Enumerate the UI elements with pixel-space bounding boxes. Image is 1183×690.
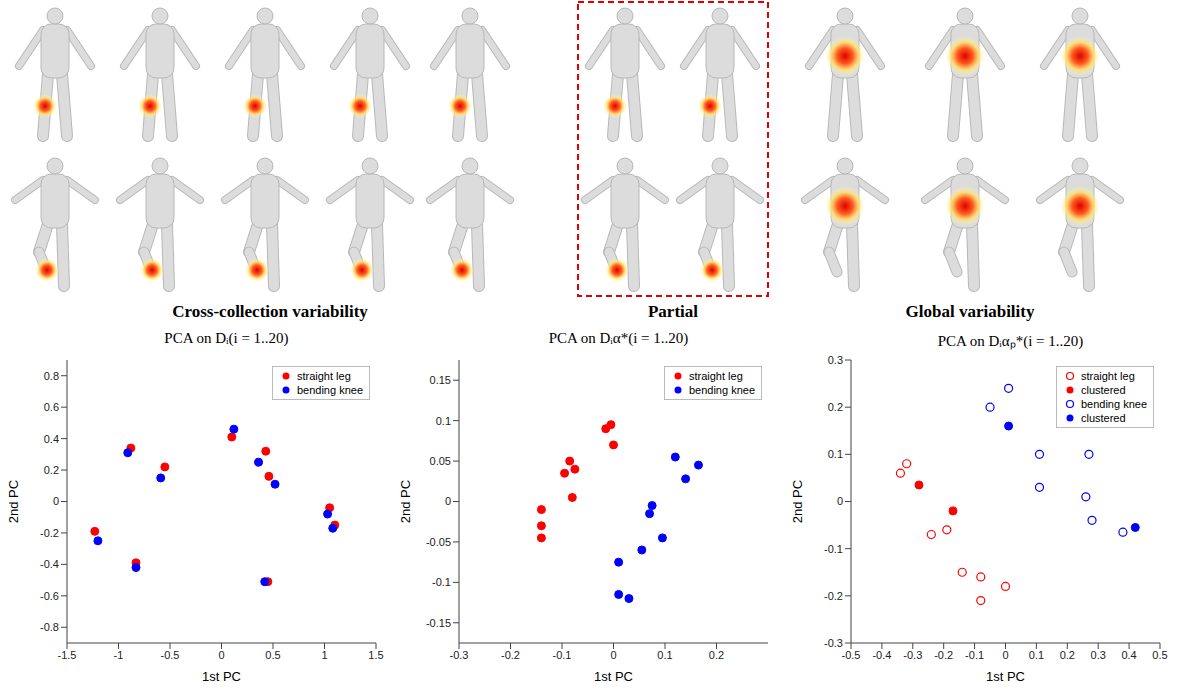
svg-text:0.8: 0.8 xyxy=(44,370,59,382)
svg-text:0.05: 0.05 xyxy=(430,455,451,467)
svg-text:0.2: 0.2 xyxy=(44,464,59,476)
svg-text:-0.15: -0.15 xyxy=(426,617,451,629)
svg-text:-0.5: -0.5 xyxy=(842,649,861,661)
html-text:bending knee: bending knee xyxy=(296,384,363,396)
svg-text:1st PC: 1st PC xyxy=(594,669,633,684)
svg-text:2nd PC: 2nd PC xyxy=(398,480,413,523)
html-text:clustered: clustered xyxy=(1080,412,1126,424)
html-text:bending knee: bending knee xyxy=(688,384,755,396)
html-text:straight leg: straight leg xyxy=(296,370,351,382)
svg-text:1.5: 1.5 xyxy=(368,649,383,661)
svg-text:0.5: 0.5 xyxy=(265,649,280,661)
svg-text:0.1: 0.1 xyxy=(828,448,843,460)
html-text:bending knee: bending knee xyxy=(1080,398,1147,410)
svg-text:0: 0 xyxy=(1002,649,1008,661)
svg-text:0.4: 0.4 xyxy=(1121,649,1136,661)
svg-text:0: 0 xyxy=(218,649,224,661)
svg-text:2nd PC: 2nd PC xyxy=(790,480,805,523)
svg-text:0.6: 0.6 xyxy=(44,401,59,413)
svg-text:0: 0 xyxy=(53,495,59,507)
svg-text:-0.2: -0.2 xyxy=(934,649,953,661)
svg-text:1: 1 xyxy=(321,649,327,661)
svg-text:2nd PC: 2nd PC xyxy=(6,480,21,523)
svg-text:-0.3: -0.3 xyxy=(903,649,922,661)
svg-text:-0.5: -0.5 xyxy=(161,649,180,661)
svg-text:-0.3: -0.3 xyxy=(450,649,469,661)
html-text:PCA on Dᵢα*(i = 1..20): PCA on Dᵢα*(i = 1..20) xyxy=(548,330,689,346)
svg-text:-1.5: -1.5 xyxy=(58,649,77,661)
svg-text:-1: -1 xyxy=(114,649,124,661)
svg-text:-0.1: -0.1 xyxy=(824,543,843,555)
svg-text:-0.2: -0.2 xyxy=(40,527,59,539)
svg-text:1st PC: 1st PC xyxy=(202,669,241,684)
svg-text:-0.3: -0.3 xyxy=(824,637,843,649)
svg-text:0.2: 0.2 xyxy=(1060,649,1075,661)
svg-text:0.2: 0.2 xyxy=(828,401,843,413)
svg-text:0: 0 xyxy=(610,649,616,661)
svg-text:0.15: 0.15 xyxy=(430,374,451,386)
svg-text:-0.1: -0.1 xyxy=(432,576,451,588)
html-text:PCA on Dᵢ(i = 1..20): PCA on Dᵢ(i = 1..20) xyxy=(164,330,289,346)
svg-text:-0.1: -0.1 xyxy=(553,649,572,661)
svg-text:0.5: 0.5 xyxy=(1152,649,1167,661)
html-text:Partial: Partial xyxy=(648,302,698,321)
svg-text:0: 0 xyxy=(837,495,843,507)
svg-text:-0.4: -0.4 xyxy=(40,558,59,570)
html-text:straight leg: straight leg xyxy=(688,370,743,382)
svg-text:-0.4: -0.4 xyxy=(872,649,891,661)
svg-text:0.3: 0.3 xyxy=(828,354,843,366)
svg-text:-0.05: -0.05 xyxy=(426,536,451,548)
svg-text:0: 0 xyxy=(445,495,451,507)
svg-text:-0.8: -0.8 xyxy=(40,621,59,633)
svg-text:1st PC: 1st PC xyxy=(986,669,1025,684)
svg-text:0.2: 0.2 xyxy=(709,649,724,661)
svg-text:0.1: 0.1 xyxy=(657,649,672,661)
svg-text:-0.2: -0.2 xyxy=(824,590,843,602)
html-text:Global variability: Global variability xyxy=(905,302,1035,321)
svg-text:-0.2: -0.2 xyxy=(501,649,520,661)
html-text:PCA on Dᵢαₚ*(i = 1..20): PCA on Dᵢαₚ*(i = 1..20) xyxy=(937,333,1084,349)
svg-text:0.4: 0.4 xyxy=(44,433,59,445)
svg-text:0.1: 0.1 xyxy=(1029,649,1044,661)
html-text:Cross-collection variability: Cross-collection variability xyxy=(172,302,368,321)
svg-text:0.1: 0.1 xyxy=(436,415,451,427)
svg-text:-0.1: -0.1 xyxy=(965,649,984,661)
svg-text:0.3: 0.3 xyxy=(1091,649,1106,661)
html-text:clustered: clustered xyxy=(1080,384,1126,396)
svg-text:-0.6: -0.6 xyxy=(40,590,59,602)
html-text:straight leg: straight leg xyxy=(1080,370,1135,382)
